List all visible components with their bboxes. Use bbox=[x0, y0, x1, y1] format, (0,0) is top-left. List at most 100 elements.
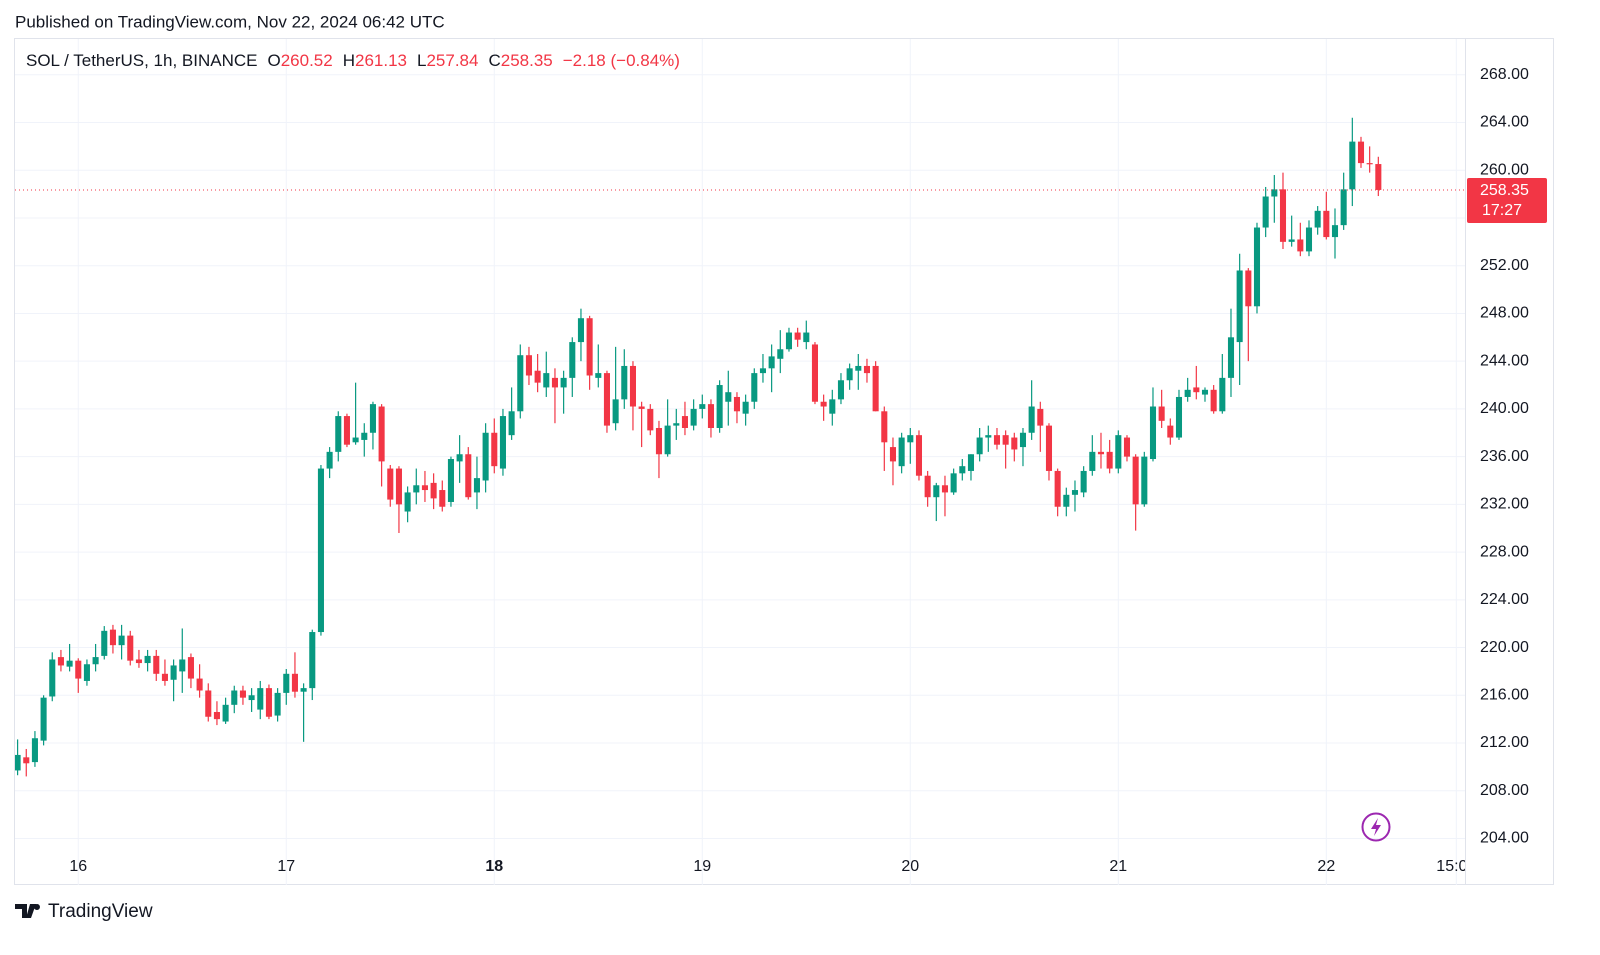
candle-body bbox=[222, 704, 229, 722]
candle-body bbox=[603, 373, 610, 426]
legend-value: 260.52 bbox=[281, 51, 333, 70]
candle-body bbox=[1331, 225, 1339, 238]
candle-body bbox=[239, 690, 246, 698]
candle-body bbox=[118, 635, 125, 646]
countdown-label: 17:27 bbox=[1482, 202, 1522, 219]
candle-body bbox=[1219, 377, 1226, 412]
candle-body bbox=[352, 437, 359, 443]
candle-body bbox=[1288, 239, 1295, 242]
candle-body bbox=[560, 377, 567, 388]
candle-body bbox=[439, 490, 446, 507]
candle-body bbox=[1184, 389, 1191, 397]
alert-icon[interactable] bbox=[1361, 812, 1391, 842]
candle-body bbox=[1227, 337, 1235, 378]
candle-body bbox=[820, 401, 827, 407]
candle-body bbox=[638, 406, 645, 409]
candle-body bbox=[534, 370, 541, 383]
candle-body bbox=[577, 318, 584, 343]
candle-body bbox=[898, 437, 905, 467]
legend-value: 258.35 bbox=[501, 51, 553, 70]
candle-body bbox=[1375, 164, 1382, 190]
ohlc-legend: SOL / TetherUS, 1h, BINANCE O260.52 H261.1… bbox=[26, 51, 680, 70]
x-tick-label: 16 bbox=[69, 858, 87, 875]
candle-body bbox=[1193, 387, 1200, 393]
candle-body bbox=[57, 657, 64, 666]
candle-body bbox=[161, 673, 168, 681]
candle-body bbox=[75, 660, 82, 679]
candle-body bbox=[413, 485, 420, 493]
y-tick-label: 212.00 bbox=[1480, 734, 1529, 751]
candle-body bbox=[1080, 470, 1087, 493]
candle-body bbox=[1019, 432, 1027, 448]
y-tick-label: 268.00 bbox=[1480, 66, 1529, 83]
candle-body bbox=[837, 380, 845, 400]
candle-body bbox=[907, 435, 914, 443]
y-tick-label: 224.00 bbox=[1480, 591, 1529, 608]
candle-body bbox=[1132, 456, 1139, 505]
candle-body bbox=[933, 485, 940, 498]
candle-body bbox=[699, 404, 706, 409]
candle-body bbox=[1089, 451, 1096, 471]
candle-body bbox=[716, 385, 723, 428]
candle-body bbox=[959, 466, 966, 474]
candle-body bbox=[369, 404, 376, 433]
alert-bolt[interactable] bbox=[1371, 818, 1381, 836]
candle-body bbox=[768, 356, 775, 369]
y-tick-label: 244.00 bbox=[1480, 352, 1529, 369]
y-tick-label: 260.00 bbox=[1480, 161, 1529, 178]
candle-body bbox=[1297, 239, 1304, 252]
y-tick-label: 204.00 bbox=[1480, 830, 1529, 847]
legend-value: 261.13 bbox=[355, 51, 407, 70]
logo-mark bbox=[15, 904, 40, 918]
alert-circle[interactable] bbox=[1361, 812, 1391, 842]
candle-body bbox=[1045, 425, 1053, 471]
candle-body bbox=[664, 425, 671, 455]
candle-body bbox=[1071, 490, 1079, 495]
symbol: SOL / TetherUS, 1h, BINANCE bbox=[26, 51, 257, 70]
candle-body bbox=[283, 673, 290, 693]
y-tick-label: 208.00 bbox=[1480, 782, 1529, 799]
candle-body bbox=[881, 411, 888, 443]
candle-body bbox=[612, 399, 619, 424]
candle-body bbox=[447, 459, 454, 502]
candle-body bbox=[179, 659, 186, 672]
candle-body bbox=[153, 655, 160, 674]
legend-key: C bbox=[488, 51, 500, 70]
candle-body bbox=[759, 368, 767, 374]
candle-body bbox=[681, 416, 688, 428]
y-tick-label: 240.00 bbox=[1480, 400, 1529, 417]
candle-body bbox=[1123, 437, 1131, 457]
candle-body bbox=[1245, 270, 1252, 307]
legend-key: O bbox=[267, 51, 280, 70]
candle-body bbox=[1340, 189, 1347, 226]
candle-body bbox=[976, 437, 983, 455]
published-note: Published on TradingView.com, Nov 22, 20… bbox=[15, 12, 445, 31]
candle-body bbox=[1141, 456, 1148, 505]
candle-body bbox=[1210, 389, 1217, 412]
candle-body bbox=[387, 468, 394, 500]
candle-body bbox=[361, 432, 368, 440]
candle-body bbox=[317, 468, 324, 633]
candle-body bbox=[1236, 270, 1243, 343]
candle-body bbox=[1262, 196, 1269, 228]
candle-body bbox=[855, 365, 862, 371]
candle-body bbox=[499, 416, 506, 469]
candle-body bbox=[326, 451, 333, 469]
candle-body bbox=[482, 432, 489, 481]
change: −2.18 (−0.84%) bbox=[563, 51, 680, 70]
candle-body bbox=[751, 373, 758, 402]
candle-body bbox=[621, 365, 628, 400]
candle-body bbox=[655, 427, 662, 455]
x-tick-label: 20 bbox=[901, 858, 919, 875]
y-tick-label: 216.00 bbox=[1480, 686, 1529, 703]
candle-body bbox=[863, 365, 871, 374]
candle-body bbox=[941, 485, 949, 493]
candle-body bbox=[872, 365, 879, 412]
candle-body bbox=[378, 406, 385, 462]
candle-body bbox=[569, 342, 576, 378]
candle-body bbox=[491, 432, 498, 467]
x-tick-label: 17 bbox=[277, 858, 295, 875]
x-tick-label: 21 bbox=[1109, 858, 1127, 875]
candle-body bbox=[595, 373, 602, 378]
